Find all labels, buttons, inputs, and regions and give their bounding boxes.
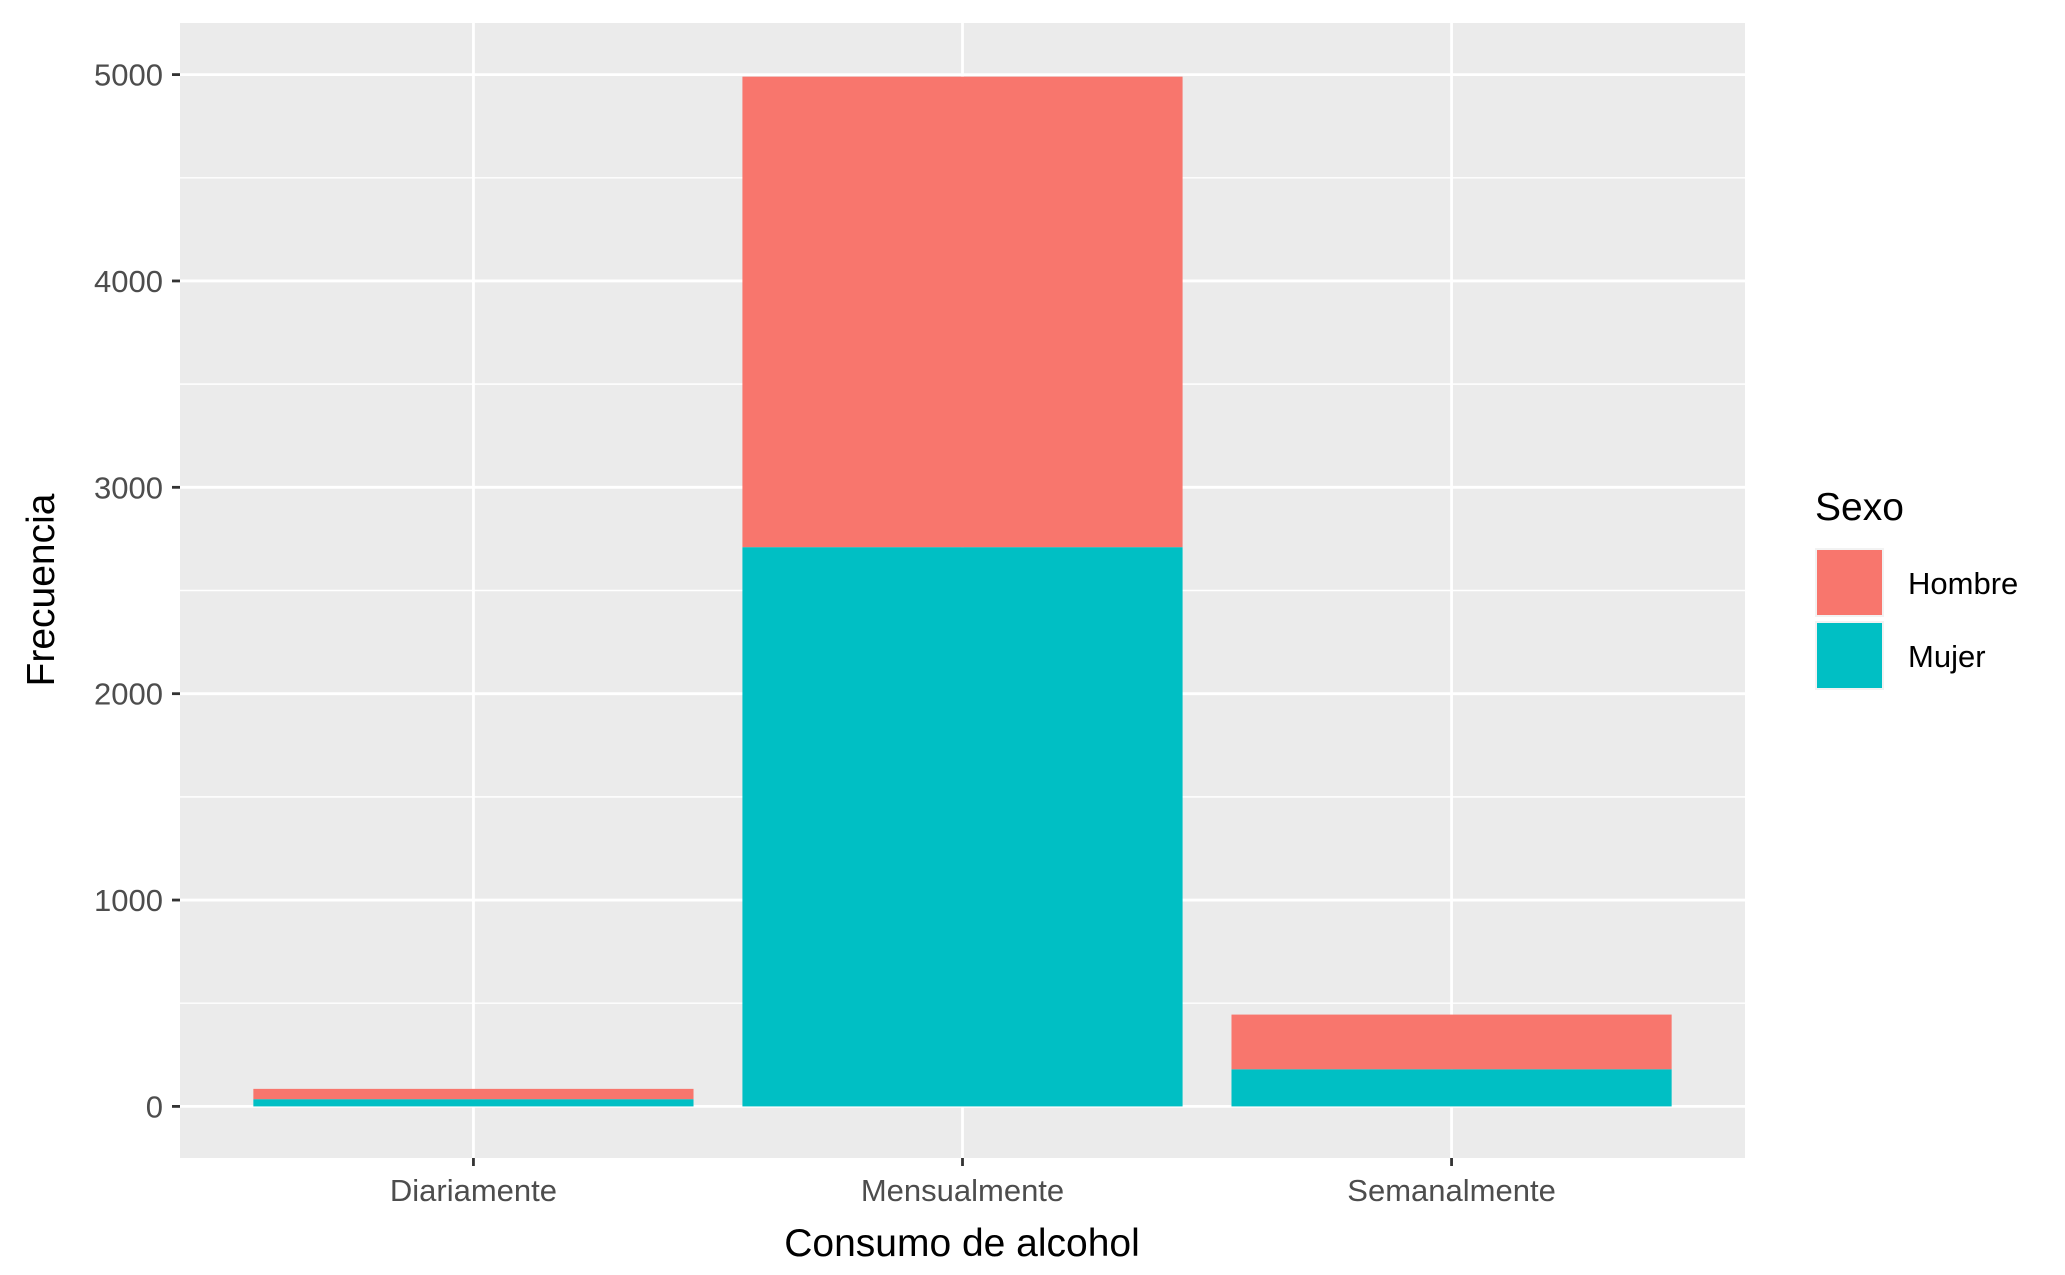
y-tick-label: 1000 [94,883,163,918]
legend-swatch-mujer [1817,623,1882,688]
x-axis-title: Consumo de alcohol [784,1222,1140,1265]
x-tick-label: Semanalmente [1347,1173,1556,1208]
y-tick-label: 3000 [94,470,163,505]
x-tick-label: Mensualmente [861,1173,1064,1208]
y-tick-label: 0 [146,1089,163,1124]
y-axis-title: Frecuencia [20,493,63,686]
x-tick-label: Diariamente [390,1173,557,1208]
bars [253,76,1672,1107]
y-tick-label: 5000 [94,58,163,93]
y-tick-label: 4000 [94,264,163,299]
legend-label-hombre: Hombre [1908,566,2018,601]
bar-mujer-semanalmente [1231,1069,1672,1107]
legend-swatch-hombre [1817,550,1882,615]
bar-mujer-diariamente [253,1099,694,1107]
legend-items: Hombre Mujer [1815,548,2018,690]
y-tick-label: 2000 [94,677,163,712]
bar-hombre-semanalmente [1231,1014,1672,1070]
legend-label-mujer: Mujer [1908,639,1986,674]
bar-mujer-mensualmente [742,547,1183,1107]
bar-hombre-mensualmente [742,76,1183,548]
x-axis: Diariamente Mensualmente Semanalmente [390,1158,1556,1208]
legend-title: Sexo [1815,486,1904,529]
bar-hombre-diariamente [253,1088,694,1100]
y-axis: 0 1000 2000 3000 4000 5000 [94,58,180,1124]
legend: Sexo Hombre Mujer [1815,486,2018,690]
